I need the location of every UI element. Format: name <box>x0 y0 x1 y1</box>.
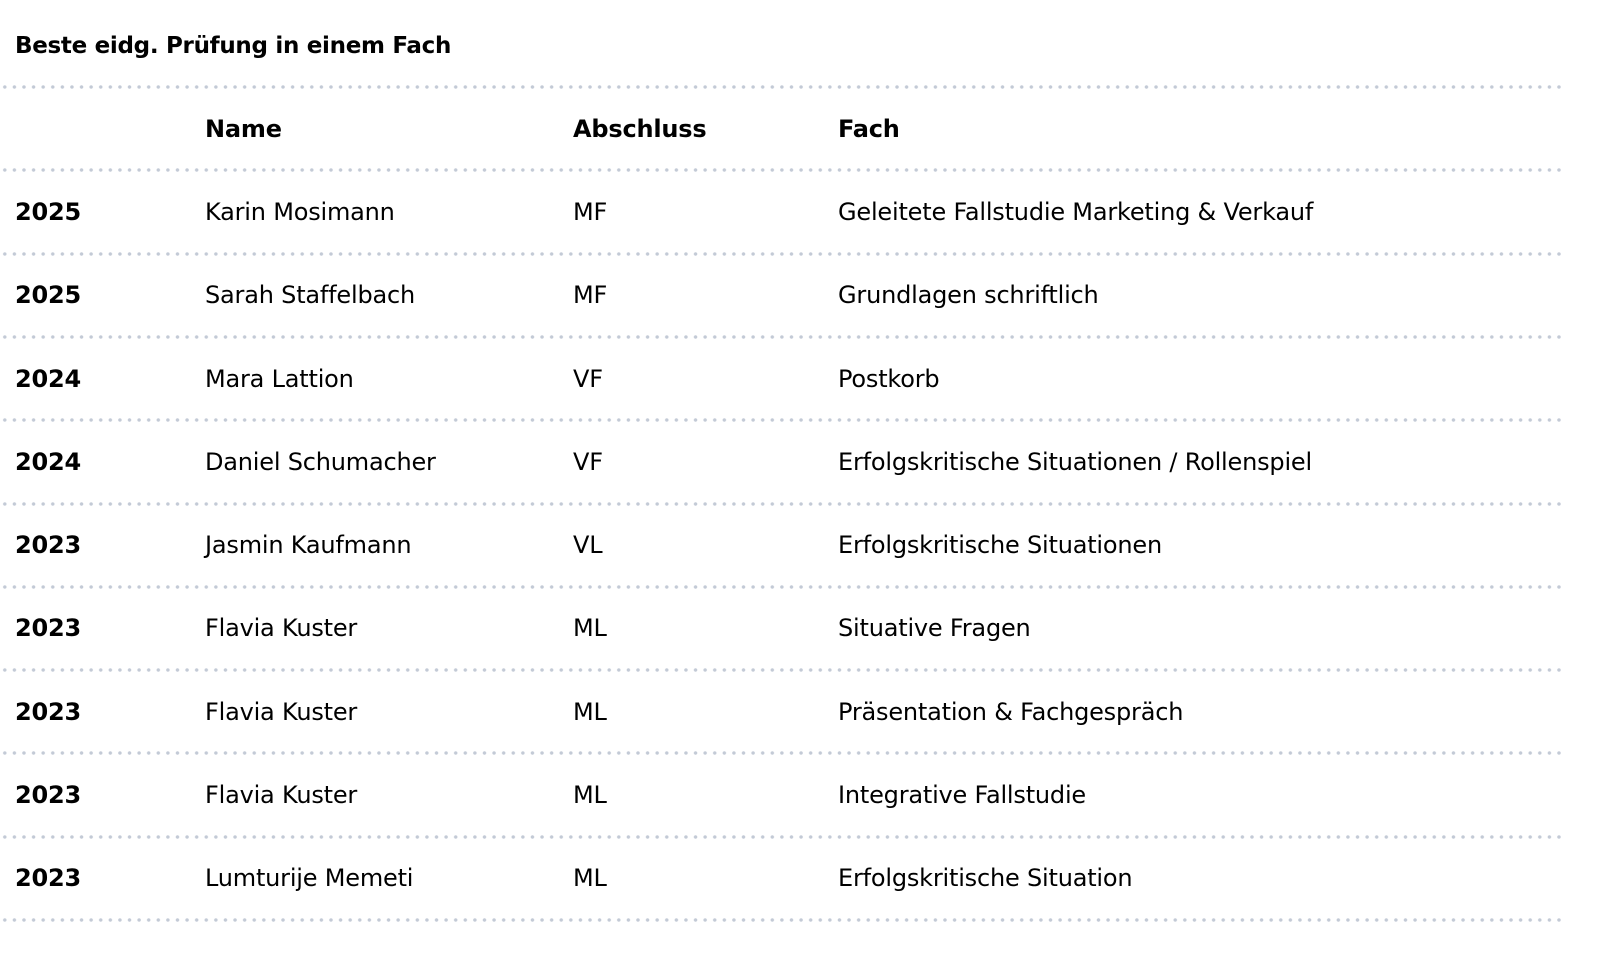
table-cell: VF <box>573 447 603 476</box>
section-title: Beste eidg. Prüfung in einem Fach <box>15 33 452 59</box>
divider <box>0 751 1565 756</box>
year-cell: 2023 <box>15 781 81 810</box>
table-cell: Geleitete Fallstudie Marketing & Verkauf <box>838 197 1314 226</box>
table-cell: Erfolgskritische Situationen <box>838 531 1162 560</box>
divider <box>0 501 1565 506</box>
divider <box>0 85 1565 89</box>
table-cell: VL <box>573 531 603 560</box>
table-cell: Situative Fragen <box>838 614 1031 643</box>
table-cell: MF <box>573 197 608 226</box>
table-cell: Flavia Kuster <box>205 697 358 726</box>
table-cell: Erfolgskritische Situationen / Rollenspi… <box>838 447 1312 476</box>
divider <box>0 251 1565 256</box>
table-cell: MF <box>573 281 608 310</box>
year-cell: 2023 <box>15 697 81 726</box>
table-cell: Karin Mosimann <box>205 197 395 226</box>
table-cell: Daniel Schumacher <box>205 447 436 476</box>
table-cell: Lumturije Memeti <box>205 864 414 893</box>
divider <box>0 834 1565 839</box>
table-cell: ML <box>573 864 607 893</box>
column-header: Abschluss <box>573 114 707 143</box>
table-cell: Erfolgskritische Situation <box>838 864 1133 893</box>
divider <box>0 168 1565 173</box>
table-cell: Sarah Staffelbach <box>205 281 415 310</box>
divider <box>0 334 1565 339</box>
table-cell: VF <box>573 364 603 393</box>
table-cell: Postkorb <box>838 364 940 393</box>
table-cell: ML <box>573 781 607 810</box>
divider <box>0 418 1565 423</box>
table-cell: Jasmin Kaufmann <box>205 531 412 560</box>
divider <box>0 918 1565 922</box>
year-cell: 2023 <box>15 531 81 560</box>
year-cell: 2023 <box>15 864 81 893</box>
table-cell: ML <box>573 614 607 643</box>
table-cell: Flavia Kuster <box>205 614 358 643</box>
table-cell: Mara Lattion <box>205 364 354 393</box>
table-cell: Integrative Fallstudie <box>838 781 1086 810</box>
divider <box>0 584 1565 589</box>
year-cell: 2025 <box>15 197 81 226</box>
table-cell: Flavia Kuster <box>205 781 358 810</box>
divider <box>0 668 1565 673</box>
year-cell: 2023 <box>15 614 81 643</box>
table-cell: Grundlagen schriftlich <box>838 281 1099 310</box>
year-cell: 2024 <box>15 364 81 393</box>
table-cell: ML <box>573 697 607 726</box>
year-cell: 2025 <box>15 281 81 310</box>
column-header: Fach <box>838 114 900 143</box>
year-cell: 2024 <box>15 447 81 476</box>
column-header: Name <box>205 114 282 143</box>
table-cell: Präsentation & Fachgespräch <box>838 697 1184 726</box>
